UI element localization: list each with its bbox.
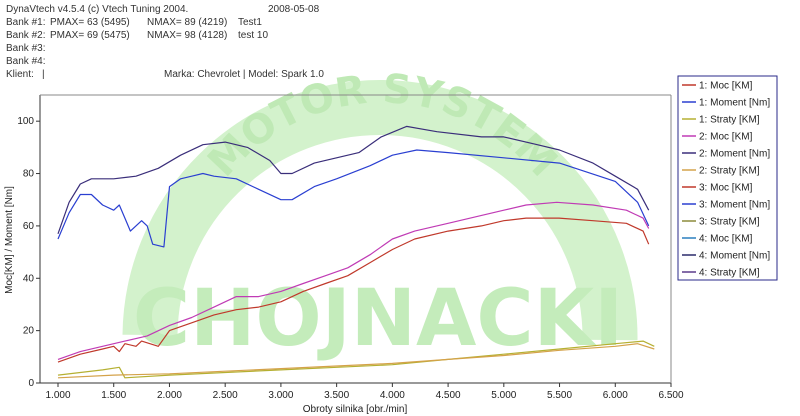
report-date: 2008-05-08 (268, 4, 320, 15)
bank2-pmax: PMAX= 69 (5475) (50, 30, 130, 41)
x-tick-label: 1.000 (45, 390, 70, 401)
x-tick-label: 2.000 (157, 390, 182, 401)
report-header: DynaVtech v4.5.4 (c) Vtech Tuning 2004. … (0, 0, 800, 90)
vehicle-info: Marka: Chevrolet | Model: Spark 1.0 (164, 69, 324, 80)
x-tick-label: 5.000 (491, 390, 516, 401)
legend-label: 1: Straty [KM] (699, 115, 760, 126)
legend: 1: Moc [KM] 1: Moment [Nm] 1: Straty [KM] 2… (677, 75, 778, 281)
legend-label: 4: Straty [KM] (699, 268, 760, 279)
legend-label: 2: Moc [KM] (699, 132, 753, 143)
legend-box (677, 75, 778, 281)
x-tick-label: 3.500 (324, 390, 349, 401)
x-tick-label: 3.000 (268, 390, 293, 401)
bank1-pmax: PMAX= 63 (5495) (50, 17, 130, 28)
series-line-6 (57, 343, 655, 379)
watermark-main-text: CHOJNACKI (133, 274, 623, 364)
legend-label: 2: Straty [KM] (699, 166, 760, 177)
series-lines (57, 125, 655, 379)
legend-label: 3: Moc [KM] (699, 183, 753, 194)
x-tick-label: 1.500 (101, 390, 126, 401)
legend-label: 4: Moment [Nm] (699, 251, 770, 262)
x-tick-label: 4.000 (380, 390, 405, 401)
bank1-nmax: NMAX= 89 (4219) (147, 17, 228, 28)
series-line-1 (57, 217, 650, 363)
series-line-2 (57, 149, 650, 248)
bank3-label: Bank #3: (6, 43, 46, 54)
y-tick-label: 80 (23, 169, 35, 180)
x-tick-label: 6.000 (603, 390, 628, 401)
legend-label: 1: Moment [Nm] (699, 98, 770, 109)
series-line-3 (57, 340, 655, 379)
klient-label: Klient: (6, 69, 34, 80)
bank4-label: Bank #4: (6, 56, 46, 67)
x-tick-label: 4.500 (436, 390, 461, 401)
legend-label: 4: Moc [KM] (699, 234, 753, 245)
axes (39, 94, 672, 384)
y-axis-title: Moc[KM] / Moment [Nm] (4, 186, 15, 294)
y-tick-label: 100 (17, 116, 34, 127)
y-tick-label: 20 (23, 326, 35, 337)
klient-separator: | (42, 69, 45, 80)
legend-label: 2: Moment [Nm] (699, 149, 770, 160)
app-title: DynaVtech v4.5.4 (c) Vtech Tuning 2004. (6, 4, 189, 15)
bank1-name: Test1 (238, 17, 262, 28)
y-tick-label: 60 (23, 221, 35, 232)
x-tick-label: 2.500 (213, 390, 238, 401)
legend-label: 3: Straty [KM] (699, 217, 760, 228)
y-tick-label: 40 (23, 273, 35, 284)
x-axis-title: Obroty silnika [obr./min] (303, 404, 408, 415)
watermark-ring (122, 80, 638, 341)
legend-label: 3: Moment [Nm] (699, 200, 770, 211)
x-ticks: 1.000 1.500 2.000 2.500 3.000 3.500 4.000 4.500… (45, 383, 684, 401)
series-line-4 (57, 201, 650, 360)
bank2-nmax: NMAX= 98 (4128) (147, 30, 228, 41)
series-line-5 (57, 125, 650, 234)
x-tick-label: 5.500 (547, 390, 572, 401)
bank2-label: Bank #2: (6, 30, 46, 41)
bank2-name: test 10 (238, 30, 269, 41)
bank1-label: Bank #1: (6, 17, 46, 28)
x-tick-label: 6.500 (658, 390, 683, 401)
y-ticks: 0 20 40 60 80 100 (17, 116, 40, 389)
y-tick-label: 0 (28, 378, 34, 389)
legend-label: 1: Moc [KM] (699, 81, 753, 92)
